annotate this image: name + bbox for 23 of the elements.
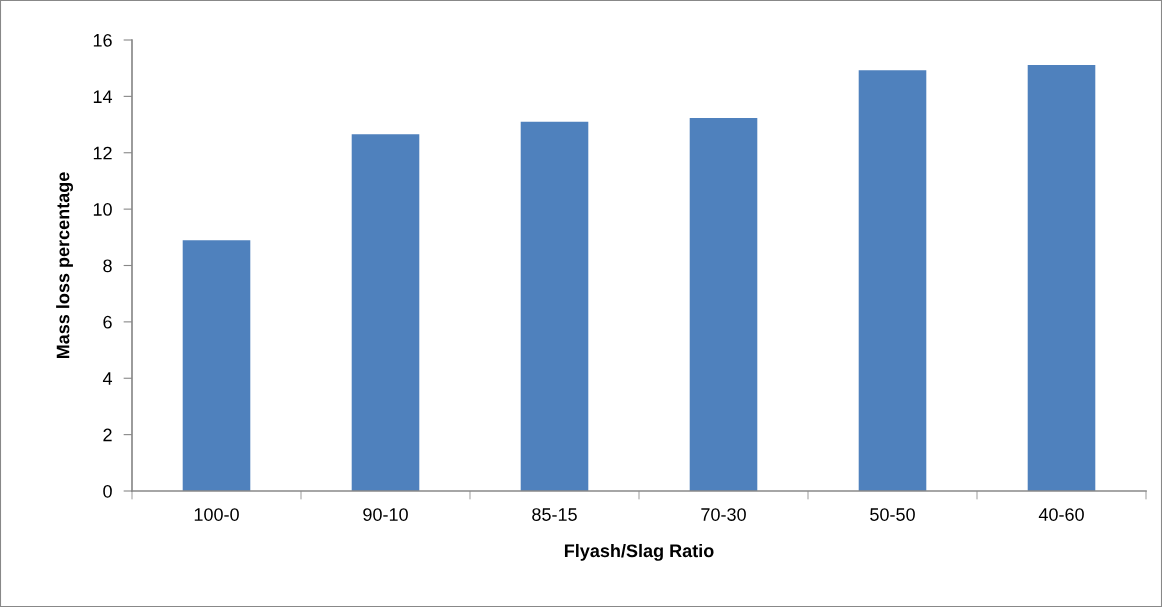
x-tick-label: 50-50	[870, 508, 915, 521]
y-axis-title: Mass loss percentage	[56, 172, 74, 359]
x-tick-label: 70-30	[701, 508, 746, 521]
y-tick-label: 12	[93, 146, 112, 160]
bar	[689, 118, 758, 491]
bar	[1027, 65, 1096, 491]
y-tick-label: 14	[93, 90, 113, 103]
bar	[858, 70, 927, 491]
y-tick-label: 16	[93, 33, 112, 47]
bar	[182, 240, 251, 491]
x-tick-label: 100-0	[194, 508, 239, 521]
y-tick-label: 8	[103, 259, 112, 273]
bar	[351, 134, 420, 491]
x-tick-label: 40-60	[1038, 508, 1084, 521]
y-tick-label: 2	[103, 428, 112, 442]
x-tick-label: 85-15	[532, 508, 577, 521]
x-tick-label: 90-10	[363, 508, 408, 521]
y-tick-label: 6	[103, 315, 112, 329]
x-axis-title: Flyash/Slag Ratio	[564, 543, 714, 561]
y-tick-label: 10	[93, 203, 112, 216]
bar	[520, 121, 589, 491]
y-tick-label: 4	[102, 372, 113, 385]
y-tick-label: 0	[103, 484, 112, 498]
